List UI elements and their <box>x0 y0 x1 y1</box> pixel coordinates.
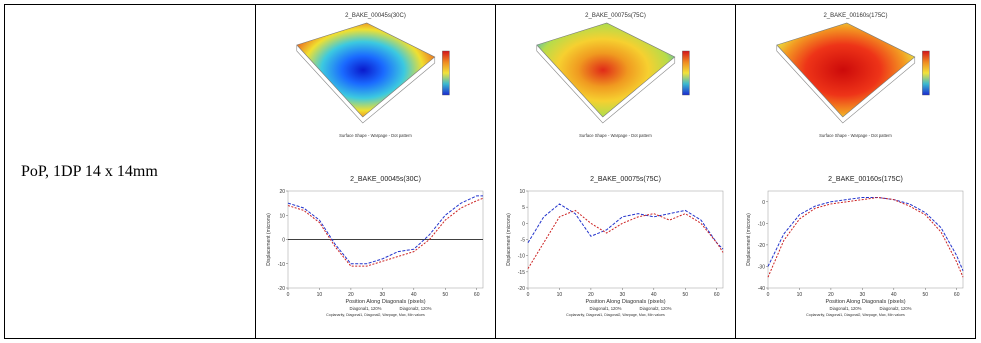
x-tick-label: 10 <box>557 292 563 298</box>
surface-title: 2_BAKE_00045s(30C) <box>345 13 406 19</box>
x-tick-label: 30 <box>860 292 866 298</box>
y-tick-label: -30 <box>758 264 765 270</box>
y-tick-label: -20 <box>518 286 525 292</box>
footer-note: Coplanarity, Diagonal1, Diagonal2, Warpa… <box>566 313 665 317</box>
y-tick-label: 0 <box>282 238 285 244</box>
chart-title: 2_BAKE_00160s(175C) <box>828 176 903 183</box>
surface-frame <box>776 45 916 124</box>
surface-title: 2_BAKE_00075s(75C) <box>585 13 646 19</box>
footer-note: Coplanarity, Diagonal1, Diagonal2, Warpa… <box>326 313 425 317</box>
series-line-1 <box>527 203 724 250</box>
series-line-2 <box>527 209 724 269</box>
x-tick-label: 30 <box>380 292 386 298</box>
y-tick-label: 0 <box>762 200 765 206</box>
color-scale-bar <box>682 50 690 96</box>
x-tick-label: 30 <box>620 292 626 298</box>
figure-svg: 2_BAKE_00075s(75C) Surface Shape - Warpag… <box>506 13 724 317</box>
results-table: PoP, 1DP 14 x 14mm 2_BAKE_00045s(30C) Sur… <box>4 4 976 339</box>
x-tick-label: 40 <box>891 292 897 298</box>
y-tick-label: 5 <box>522 205 525 211</box>
x-tick-label: 20 <box>588 292 594 298</box>
panel-cell-2: 2_BAKE_00075s(75C) Surface Shape - Warpag… <box>495 4 736 339</box>
y-tick-label: -5 <box>521 238 526 244</box>
y-tick-label: -20 <box>758 243 765 249</box>
y-tick-label: 20 <box>279 189 285 195</box>
table-row: PoP, 1DP 14 x 14mm 2_BAKE_00045s(30C) Sur… <box>4 4 976 339</box>
x-tick-label: 0 <box>767 292 770 298</box>
surface-caption: Surface Shape - Warpage - Dot pattern <box>339 133 412 138</box>
legend-entry-1: Diagonal1, 120% <box>830 306 862 311</box>
y-tick-label: -10 <box>278 262 285 268</box>
x-tick-label: 10 <box>317 292 323 298</box>
surface-caption: Surface Shape - Warpage - Dot pattern <box>819 133 892 138</box>
x-axis-label: Position Along Diagonals (pixels) <box>345 299 425 305</box>
x-tick-label: 40 <box>651 292 657 298</box>
x-tick-label: 10 <box>797 292 803 298</box>
plot-area <box>767 190 964 289</box>
row-label-cell: PoP, 1DP 14 x 14mm <box>4 4 256 339</box>
color-scale-bar <box>922 50 930 96</box>
x-tick-label: 60 <box>474 292 480 298</box>
warpage-surface <box>296 22 436 118</box>
y-tick-label: -10 <box>518 254 525 260</box>
x-tick-label: 50 <box>442 292 448 298</box>
legend-entry-1: Diagonal1, 120% <box>590 306 622 311</box>
x-tick-label: 40 <box>411 292 417 298</box>
x-axis-label: Position Along Diagonals (pixels) <box>825 299 905 305</box>
panel-cell-1: 2_BAKE_00045s(30C) Surface Shape - Warpag… <box>255 4 496 339</box>
figure-svg: 2_BAKE_00160s(175C) Surface Shape - Warpa… <box>746 13 964 317</box>
y-tick-label: 10 <box>519 189 525 195</box>
x-tick-label: 20 <box>828 292 834 298</box>
color-scale-bar <box>442 50 450 96</box>
surface-frame <box>536 45 676 124</box>
x-axis-label: Position Along Diagonals (pixels) <box>585 299 665 305</box>
warpage-surface <box>536 22 676 118</box>
series-line-1 <box>287 195 483 265</box>
legend-entry-2: Diagonal2, 120% <box>880 306 912 311</box>
y-tick-label: -10 <box>758 221 765 227</box>
y-tick-label: -15 <box>518 270 525 276</box>
x-tick-label: 20 <box>348 292 354 298</box>
legend-entry-1: Diagonal1, 120% <box>350 306 382 311</box>
row-label: PoP, 1DP 14 x 14mm <box>21 162 158 180</box>
series-line-1 <box>767 196 964 271</box>
surface-title: 2_BAKE_00160s(175C) <box>823 13 887 19</box>
legend-entry-2: Diagonal2, 120% <box>400 306 432 311</box>
chart-title: 2_BAKE_00075s(75C) <box>590 176 661 183</box>
warpage-surface <box>776 22 916 118</box>
figure-panel-1: 2_BAKE_00045s(30C) Surface Shape - Warpag… <box>256 5 495 338</box>
figure-panel-2: 2_BAKE_00075s(75C) Surface Shape - Warpag… <box>496 5 735 338</box>
y-tick-label: 10 <box>279 213 285 219</box>
surface-caption: Surface Shape - Warpage - Dot pattern <box>579 133 652 138</box>
y-axis-label: Displacement (microns) <box>506 213 512 266</box>
y-axis-label: Displacement (microns) <box>266 213 272 266</box>
series-line-2 <box>767 196 964 278</box>
series-line-2 <box>287 197 484 267</box>
x-tick-label: 60 <box>954 292 960 298</box>
x-tick-label: 60 <box>714 292 720 298</box>
x-tick-label: 0 <box>527 292 530 298</box>
panel-cell-3: 2_BAKE_00160s(175C) Surface Shape - Warpa… <box>735 4 976 339</box>
x-tick-label: 50 <box>682 292 688 298</box>
x-tick-label: 50 <box>922 292 928 298</box>
y-axis-label: Displacement (microns) <box>746 213 752 266</box>
footer-note: Coplanarity, Diagonal1, Diagonal2, Warpa… <box>806 313 905 317</box>
surface-frame <box>296 45 436 124</box>
y-tick-label: 0 <box>522 221 525 227</box>
y-tick-label: -40 <box>758 286 765 292</box>
y-tick-label: -20 <box>278 286 285 292</box>
x-tick-label: 0 <box>287 292 290 298</box>
legend-entry-2: Diagonal2, 120% <box>640 306 672 311</box>
chart-title: 2_BAKE_00045s(30C) <box>350 176 421 183</box>
figure-panel-3: 2_BAKE_00160s(175C) Surface Shape - Warpa… <box>736 5 975 338</box>
figure-svg: 2_BAKE_00045s(30C) Surface Shape - Warpag… <box>266 13 484 317</box>
